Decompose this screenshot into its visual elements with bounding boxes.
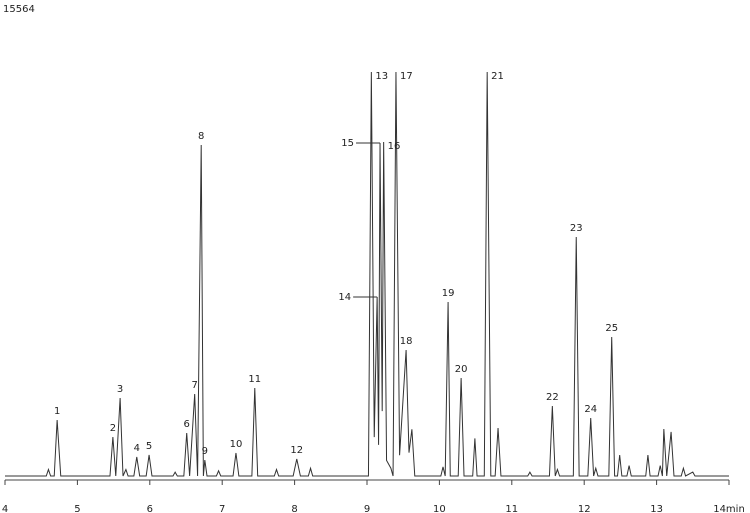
peak-label: 24 bbox=[584, 404, 597, 415]
peak-label: 22 bbox=[546, 392, 559, 403]
peak-label: 23 bbox=[570, 223, 583, 234]
x-tick-label: 9 bbox=[364, 504, 370, 513]
chromatogram-trace bbox=[5, 71, 729, 477]
x-tick-label: 5 bbox=[74, 504, 80, 513]
peak-label: 4 bbox=[134, 443, 140, 454]
max-intensity-label: 15564 bbox=[3, 4, 35, 15]
x-tick-label: 6 bbox=[147, 504, 153, 513]
peak-label: 6 bbox=[184, 419, 190, 430]
x-tick-label: 12 bbox=[578, 504, 591, 513]
peak-label: 19 bbox=[442, 288, 455, 299]
peak-label: 15 bbox=[341, 138, 354, 149]
peak-label: 5 bbox=[146, 441, 152, 452]
peak-label: 21 bbox=[491, 71, 504, 82]
peak-label: 8 bbox=[198, 131, 204, 142]
peak-label: 13 bbox=[375, 71, 388, 82]
peak-label: 25 bbox=[605, 323, 618, 334]
x-tick-label: 4 bbox=[2, 504, 8, 513]
peak-label: 3 bbox=[117, 384, 123, 395]
peak-label: 18 bbox=[400, 336, 413, 347]
x-tick-label: 13 bbox=[650, 504, 663, 513]
x-tick-label: 8 bbox=[291, 504, 297, 513]
peak-label: 2 bbox=[110, 423, 116, 434]
x-tick-label: 7 bbox=[219, 504, 225, 513]
peak-label: 16 bbox=[388, 141, 401, 152]
peak-label: 14 bbox=[338, 292, 351, 303]
peak-label: 12 bbox=[290, 445, 303, 456]
peak-label: 9 bbox=[202, 446, 208, 457]
x-tick-label: 11 bbox=[505, 504, 518, 513]
peak-label: 10 bbox=[230, 439, 243, 450]
x-tick-label: 10 bbox=[433, 504, 446, 513]
peak-label: 20 bbox=[455, 364, 468, 375]
peak-label: 7 bbox=[192, 380, 198, 391]
peak-label: 17 bbox=[400, 71, 413, 82]
x-tick-label: 14min bbox=[713, 504, 745, 513]
peak-label: 1 bbox=[54, 406, 60, 417]
peak-label: 11 bbox=[248, 374, 261, 385]
